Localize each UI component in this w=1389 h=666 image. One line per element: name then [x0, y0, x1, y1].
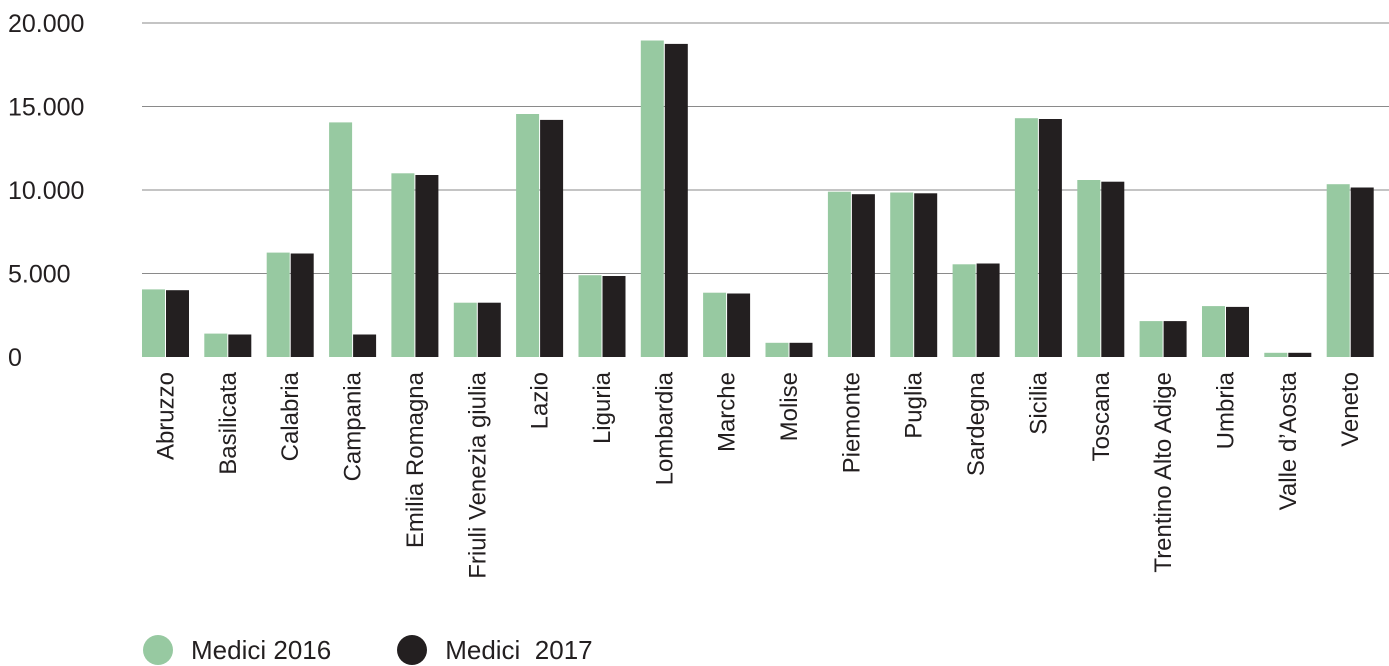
legend-swatch-2016	[143, 635, 173, 665]
bar-2017	[727, 293, 751, 357]
bar-2016	[142, 289, 165, 357]
x-tick-label: Marche	[714, 372, 741, 452]
x-tick-label: Abruzzo	[153, 372, 180, 460]
bar-2016	[890, 192, 914, 357]
bar-2016	[1139, 321, 1163, 357]
bar-2016	[578, 275, 602, 357]
x-tick-label: Toscana	[1088, 371, 1115, 461]
y-tick-label: 5.000	[8, 261, 71, 289]
legend-label-2017: Medici 2017	[445, 635, 593, 665]
bar-2017	[1101, 181, 1125, 357]
bar-2017	[914, 193, 938, 357]
gridlines	[142, 22, 1389, 274]
x-axis-ticks: Abruzzo Basilicata Calabria Campania Emilia …	[153, 371, 1365, 578]
bar-2016	[640, 40, 664, 357]
bar-2017	[1226, 306, 1249, 357]
bars	[142, 40, 1374, 358]
bar-2017	[851, 194, 875, 357]
legend-item-2016: Medici 2016	[143, 635, 331, 665]
x-tick-label: Liguria	[589, 371, 616, 444]
legend-swatch-2017	[397, 635, 428, 665]
bar-2016	[1326, 184, 1350, 357]
x-tick-label: Sardegna	[963, 371, 990, 476]
x-tick-label: Sicilia	[1025, 371, 1052, 434]
bar-2017	[415, 175, 439, 357]
y-axis-ticks: 0 5.000 10.000 15.000 20.000	[8, 10, 84, 372]
legend-label-2016: Medici 2016	[191, 635, 332, 665]
bar-2017	[1163, 321, 1187, 357]
x-tick-label: Lombardia	[651, 371, 678, 485]
x-tick-label: Valle d’Aosta	[1275, 371, 1302, 510]
bar-2017	[789, 342, 813, 357]
x-tick-label: Campania	[340, 371, 367, 481]
bar-2016	[391, 173, 415, 357]
x-tick-label: Basilicata	[215, 371, 242, 474]
x-tick-label: Emilia Romagna	[402, 371, 429, 548]
bar-2016	[765, 342, 789, 357]
bar-2016	[1077, 180, 1101, 357]
legend-item-2017: Medici 2017	[397, 635, 593, 665]
bar-2017	[540, 119, 564, 358]
x-tick-label: Umbria	[1213, 371, 1240, 449]
bar-2017	[290, 253, 314, 357]
x-tick-label: Veneto	[1337, 372, 1364, 447]
legend: Medici 2016 Medici 2017	[143, 635, 659, 665]
bar-2016	[453, 302, 477, 357]
bar-2017	[477, 302, 501, 357]
bar-2016	[1202, 306, 1225, 357]
y-tick-label: 15.000	[8, 94, 84, 122]
y-tick-label: 10.000	[8, 177, 84, 205]
bar-2016	[952, 264, 976, 357]
x-tick-label: Trentino Alto Adige	[1150, 372, 1177, 573]
y-tick-label: 0	[8, 344, 22, 372]
bar-2016	[204, 333, 228, 357]
bar-2017	[228, 334, 252, 357]
y-tick-label: 20.000	[8, 10, 84, 38]
bar-2017	[602, 276, 626, 357]
bar-2016	[827, 191, 851, 357]
bar-2017	[353, 334, 377, 357]
x-tick-label: Molise	[776, 372, 803, 441]
bar-2017	[166, 290, 189, 357]
x-tick-label: Friuli Venezia giulia	[464, 371, 491, 578]
bar-2017	[1350, 187, 1374, 357]
x-tick-label: Puglia	[901, 371, 928, 438]
x-tick-label: Lazio	[527, 372, 554, 429]
bar-2016	[1014, 118, 1038, 357]
bar-2017	[1288, 352, 1312, 357]
bar-2016	[266, 252, 290, 357]
bar-2016	[329, 122, 353, 358]
x-tick-label: Piemonte	[838, 372, 865, 473]
bar-2016	[516, 114, 540, 357]
x-tick-label: Calabria	[277, 371, 304, 461]
bar-2017	[976, 263, 1000, 357]
bar-2016	[1264, 352, 1288, 357]
bar-2017	[664, 43, 688, 358]
bar-chart: 0 5.000 10.000 15.000 20.000 Abruzzo Basilica…	[8, 10, 1389, 579]
bar-2017	[1038, 119, 1062, 357]
bar-2016	[703, 292, 727, 357]
